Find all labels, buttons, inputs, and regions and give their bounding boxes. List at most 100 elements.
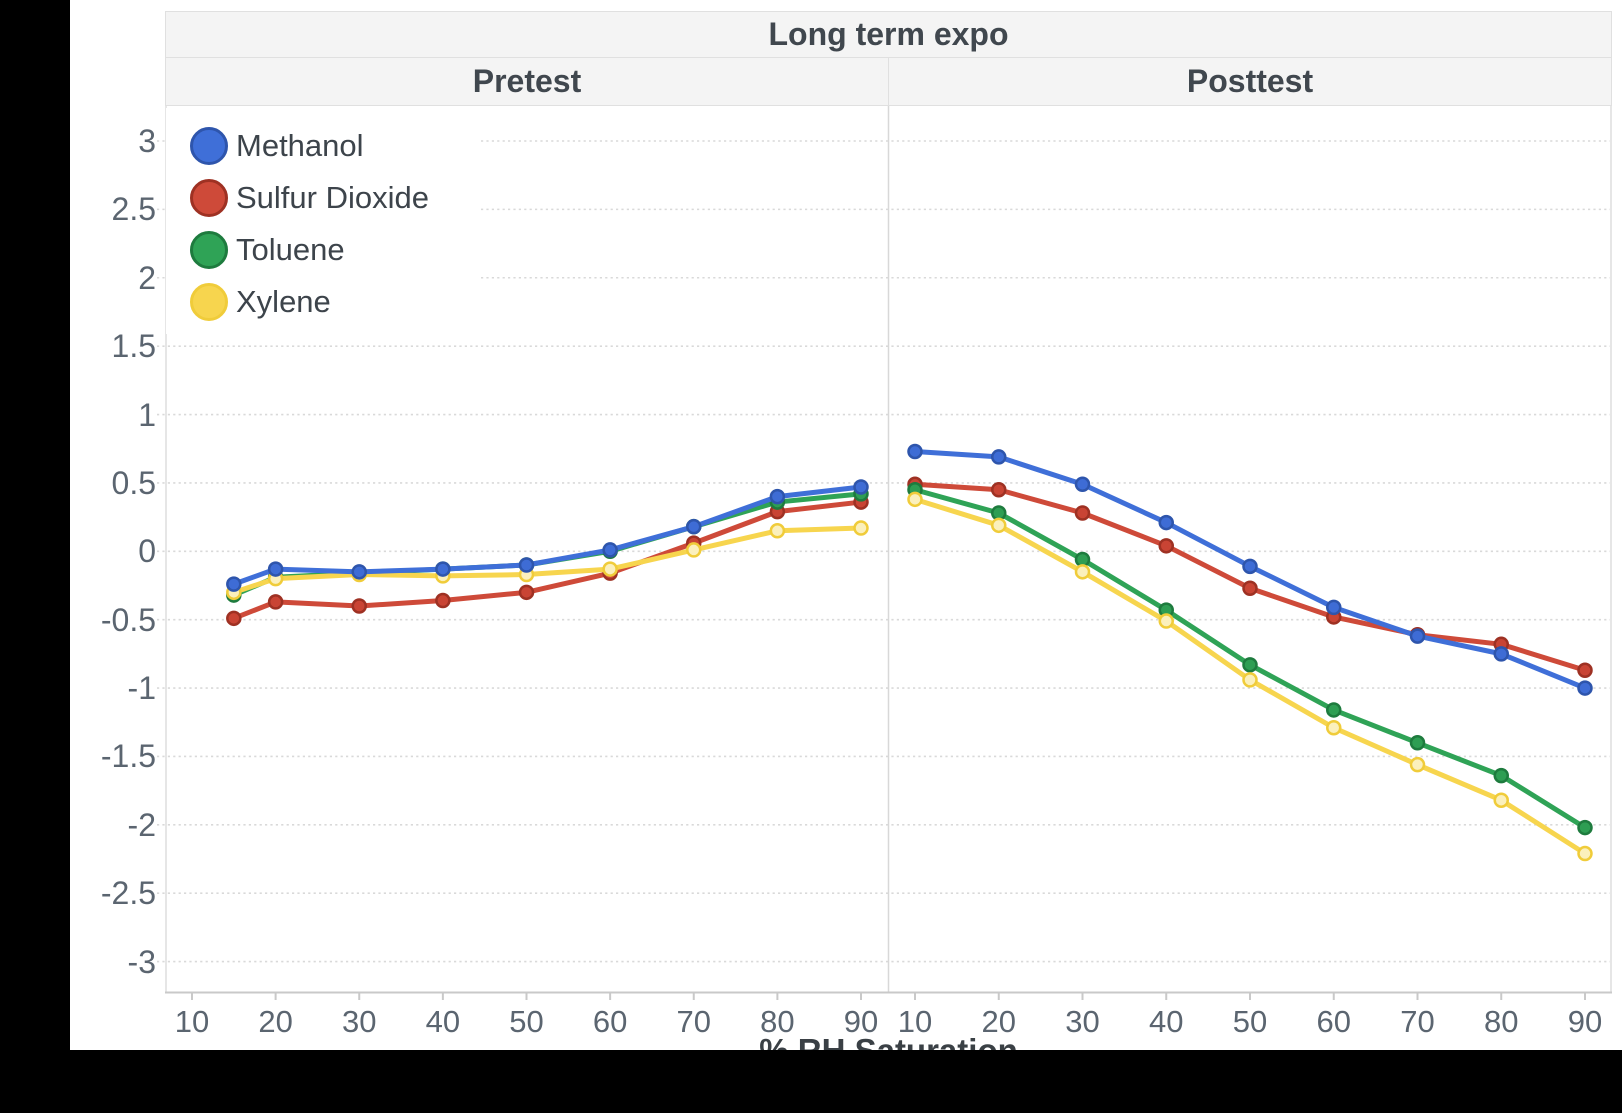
bottom-black-mask	[0, 1050, 1622, 1113]
data-point	[1326, 599, 1342, 616]
y-tick-label: 2.5	[111, 191, 156, 228]
facet-header-pretest: Pretest	[165, 57, 889, 106]
chart-title: Long term expo	[768, 16, 1009, 52]
facet-header-posttest: Posttest	[888, 57, 1612, 106]
data-point	[1242, 672, 1258, 688]
data-point	[1409, 735, 1426, 751]
x-tick-label: 50	[509, 1004, 543, 1039]
data-point	[435, 592, 451, 609]
data-point	[1409, 628, 1426, 644]
data-point	[351, 564, 367, 580]
x-tick-label: 60	[1317, 1004, 1351, 1039]
x-tick-label: 80	[760, 1004, 794, 1039]
x-tick-label: 30	[342, 1004, 376, 1039]
data-point	[1242, 580, 1258, 596]
x-tick-label: 60	[593, 1004, 627, 1039]
data-point	[226, 610, 242, 627]
legend-item-xylene[interactable]: Xylene	[190, 276, 478, 328]
sulfur-dioxide-swatch-icon	[190, 179, 228, 217]
data-point	[991, 517, 1007, 534]
methanol-swatch-icon	[190, 127, 228, 165]
data-point	[1493, 646, 1509, 662]
legend: Methanol Sulfur Dioxide Toluene Xylene	[166, 108, 478, 334]
data-point	[1577, 662, 1593, 679]
data-point	[907, 491, 923, 508]
legend-label: Sulfur Dioxide	[236, 180, 429, 215]
legend-label: Xylene	[236, 284, 331, 319]
x-tick-label: 90	[844, 1004, 878, 1039]
data-point	[1577, 819, 1593, 836]
data-point	[351, 598, 367, 614]
y-tick-label: -1	[127, 670, 156, 707]
toluene-swatch-icon	[190, 231, 228, 269]
chart-title-strip: Long term expo	[165, 11, 1612, 58]
data-point	[1493, 792, 1509, 808]
x-tick-label: 70	[1400, 1004, 1434, 1039]
data-point	[1242, 558, 1258, 575]
data-point	[1074, 476, 1091, 493]
data-point	[907, 443, 923, 460]
data-point	[267, 594, 284, 610]
data-point	[602, 561, 618, 577]
data-point	[1577, 680, 1593, 696]
data-point	[518, 557, 535, 573]
data-point	[518, 584, 535, 601]
x-tick-label: 10	[175, 1004, 209, 1039]
series-line-sulfur-dioxide	[912, 481, 1588, 673]
data-point	[1242, 657, 1258, 673]
y-tick-label: -2	[127, 806, 156, 843]
xylene-swatch-icon	[190, 283, 228, 321]
data-point	[991, 449, 1007, 465]
data-point	[769, 523, 786, 539]
x-tick-label: 80	[1484, 1004, 1518, 1039]
facet-label-posttest: Posttest	[1186, 63, 1314, 99]
y-tick-label: -2.5	[100, 875, 156, 912]
legend-label: Methanol	[236, 128, 364, 163]
x-tick-label: 20	[982, 1004, 1016, 1039]
legend-label: Toluene	[236, 232, 345, 267]
data-point	[991, 505, 1007, 521]
data-point	[769, 488, 786, 505]
x-tick-label: 10	[898, 1004, 932, 1039]
x-tick-label: 30	[1065, 1004, 1099, 1039]
facet-label-pretest: Pretest	[472, 63, 582, 99]
x-tick-label: 40	[1149, 1004, 1183, 1039]
y-tick-label: 1	[138, 396, 156, 433]
data-point	[1158, 514, 1174, 531]
data-point	[686, 518, 702, 535]
data-point	[435, 561, 451, 577]
x-tick-label: 90	[1568, 1004, 1602, 1039]
x-tick-label: 50	[1233, 1004, 1267, 1039]
series-line-toluene	[231, 491, 864, 598]
data-point	[267, 561, 284, 577]
data-point	[1074, 564, 1091, 580]
x-tick-label: 70	[677, 1004, 711, 1039]
y-tick-label: -1.5	[100, 738, 156, 775]
data-point	[686, 542, 702, 558]
data-point	[1409, 756, 1426, 773]
data-point	[1326, 719, 1342, 736]
data-point	[1074, 551, 1091, 568]
legend-item-toluene[interactable]: Toluene	[190, 224, 478, 276]
left-black-mask	[0, 0, 70, 1113]
y-tick-label: -3	[127, 943, 156, 980]
y-tick-label: 0.5	[111, 464, 156, 501]
plot-area: 10 20 30 40 50 60 70 80 90 10 20 30 40 50 60 70 80 90	[157, 106, 1612, 1039]
data-point	[602, 542, 618, 558]
y-tick-label: 1.5	[111, 328, 156, 365]
x-tick-label: 40	[426, 1004, 460, 1039]
data-point	[1493, 767, 1509, 784]
data-point	[1577, 845, 1593, 862]
legend-item-sulfur-dioxide[interactable]: Sulfur Dioxide	[190, 172, 478, 224]
y-tick-label: 3	[138, 122, 156, 159]
data-point	[853, 520, 869, 536]
legend-item-methanol[interactable]: Methanol	[190, 120, 478, 172]
data-point	[1326, 702, 1342, 718]
y-tick-label: 0	[138, 533, 156, 570]
y-tick-label: -0.5	[100, 601, 156, 638]
x-tick-label: 20	[258, 1004, 292, 1039]
data-point	[226, 576, 242, 592]
data-point	[853, 479, 869, 495]
data-point	[1158, 613, 1174, 629]
